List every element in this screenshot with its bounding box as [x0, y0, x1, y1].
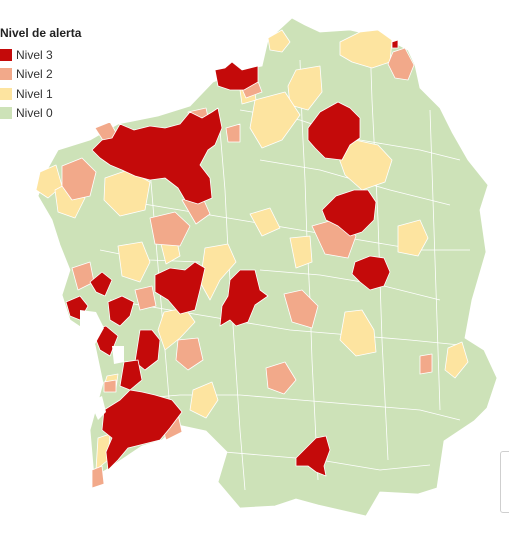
municipality-borders [99, 39, 470, 491]
legend: Nivel de alerta Nivel 3 Nivel 2 Nivel 1 … [0, 26, 81, 123]
legend-title: Nivel de alerta [0, 26, 82, 40]
side-scroll-widget[interactable] [500, 451, 509, 513]
legend-swatch [0, 87, 12, 100]
legend-swatch [0, 48, 12, 61]
legend-item-nivel-3: Nivel 3 [0, 45, 81, 65]
legend-swatch [0, 68, 12, 81]
legend-label: Nivel 3 [16, 47, 53, 62]
legend-label: Nivel 1 [16, 86, 53, 101]
legend-item-nivel-1: Nivel 1 [0, 84, 81, 104]
legend-item-nivel-0: Nivel 0 [0, 104, 81, 124]
legend-item-nivel-2: Nivel 2 [0, 65, 81, 85]
coast-water-cutouts [80, 310, 124, 420]
municipalities-nivel-2 [61, 47, 433, 489]
legend-label: Nivel 0 [16, 106, 53, 121]
municipalities-nivel-1 [35, 29, 469, 471]
region-nivel-3-north-coast [91, 107, 223, 205]
legend-swatch [0, 107, 12, 120]
legend-label: Nivel 2 [16, 67, 53, 82]
municipalities-nivel-3 [65, 39, 399, 477]
